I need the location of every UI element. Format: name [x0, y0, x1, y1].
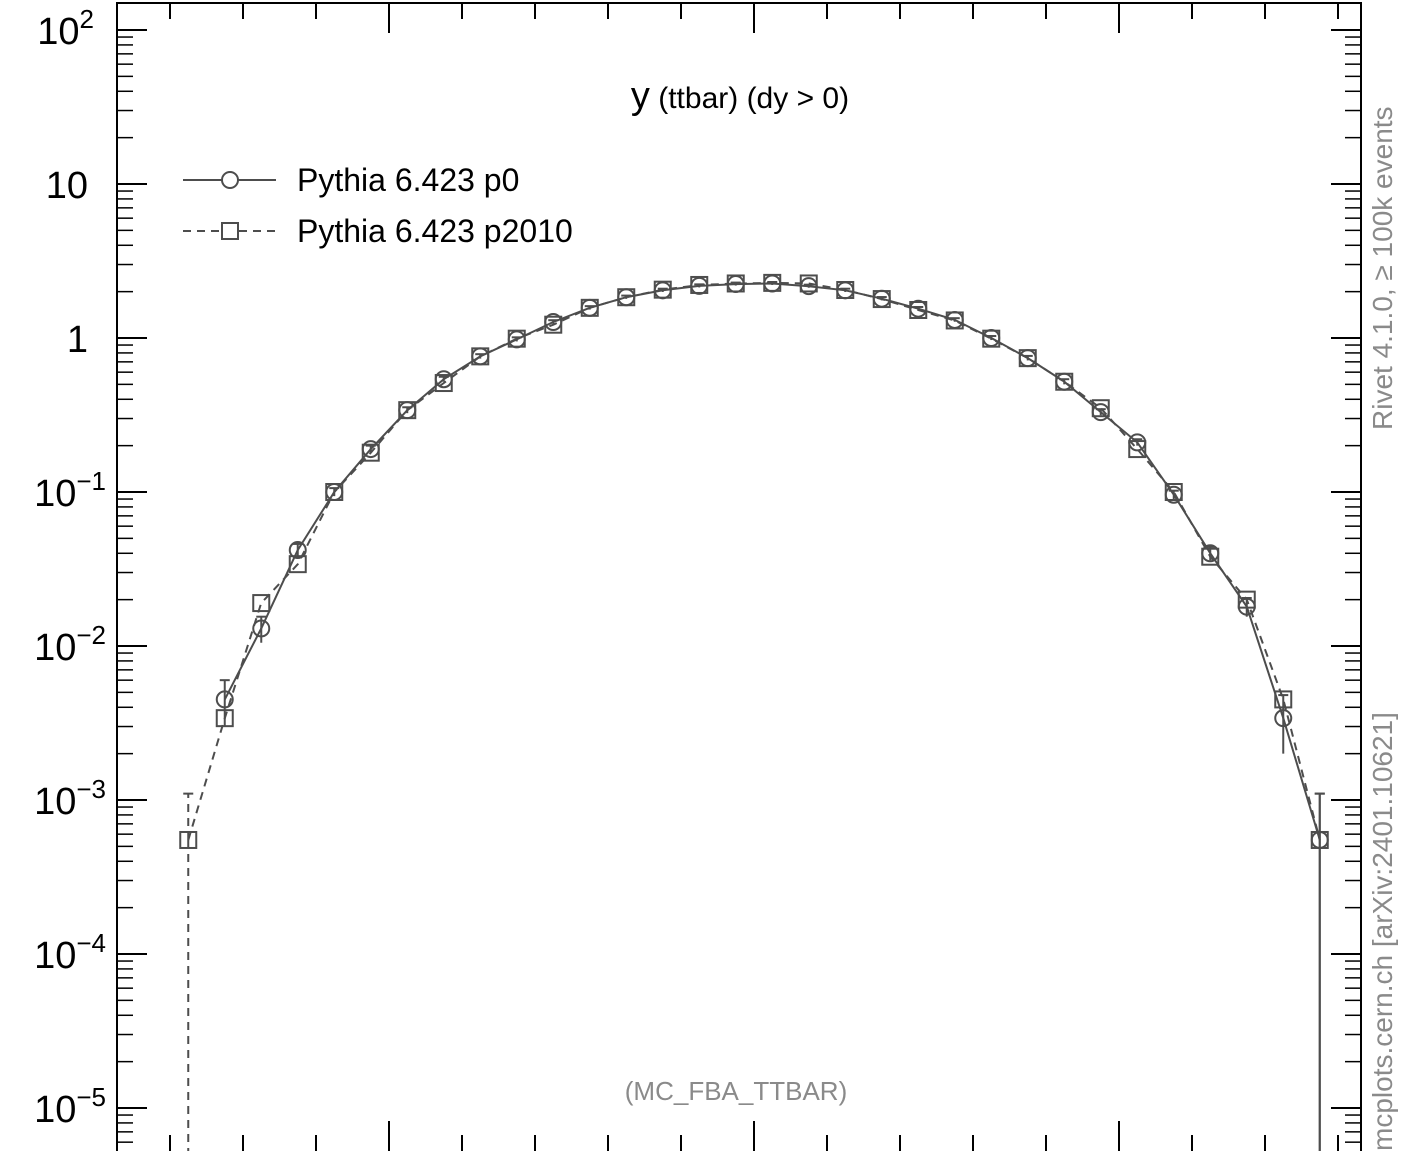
data-point-square: [617, 288, 636, 307]
data-point-square: [434, 374, 453, 393]
data-point-square: [653, 280, 672, 299]
data-point-circle: [1274, 709, 1293, 728]
data-point-square: [1018, 349, 1037, 368]
data-point-square: [288, 555, 307, 574]
axis-ticks: [117, 3, 1361, 1151]
data-point-circle: [288, 541, 307, 560]
y-tick-label: 10−5: [34, 1082, 106, 1131]
data-point-square: [252, 594, 271, 613]
data-point-square: [690, 275, 709, 294]
data-point-square: [726, 274, 745, 293]
y-tick-label: 102: [37, 4, 94, 53]
data-point-square: [361, 443, 380, 462]
data-point-square: [763, 273, 782, 292]
legend: Pythia 6.423 p0 Pythia 6.423 p2010: [183, 162, 573, 249]
data-point-square: [398, 401, 417, 420]
y-tick-label: 10−2: [34, 620, 106, 669]
rivet-version-label: Rivet 4.1.0, ≥ 100k events: [1367, 106, 1398, 430]
y-tick-label: 1: [67, 319, 88, 361]
data-point-square: [836, 280, 855, 299]
series-line-0: [223, 282, 1321, 841]
data-point-square: [909, 300, 928, 319]
analysis-annotation: (MC_FBA_TTBAR): [625, 1076, 847, 1106]
legend-label-p2010: Pythia 6.423 p2010: [297, 213, 573, 249]
data-point-square: [799, 274, 818, 293]
legend-label-p0: Pythia 6.423 p0: [297, 162, 519, 198]
data-point-square: [580, 298, 599, 317]
series-layer: [179, 273, 1329, 1151]
data-point-square: [982, 329, 1001, 348]
data-point-square: [1055, 372, 1074, 391]
series-line-1: [187, 281, 1321, 841]
y-tick-label: 10: [46, 165, 88, 207]
data-point-square: [1274, 690, 1293, 709]
data-point-square: [872, 290, 891, 309]
y-tick-label: 10−4: [34, 928, 106, 977]
data-point-square: [507, 329, 526, 348]
plot-frame: [116, 2, 1362, 1151]
data-point-square: [544, 315, 563, 334]
data-point-square: [325, 483, 344, 501]
y-tick-label: 10−1: [34, 466, 106, 515]
data-point-square: [1128, 440, 1147, 459]
data-point-circle: [215, 690, 234, 709]
data-point-square: [471, 347, 490, 366]
y-tick-labels: 102 10 1 10−1 10−2 10−3 10−4 10−5: [34, 4, 106, 1131]
y-tick-label: 10−3: [34, 774, 106, 823]
data-point-circle: [252, 619, 271, 638]
data-point-square: [1091, 399, 1110, 418]
legend-marker-square: [221, 222, 239, 240]
mcplots-label: mcplots.cern.ch [arXiv:2401.10621]: [1367, 712, 1398, 1151]
data-point-square: [1164, 483, 1183, 501]
data-point-square: [945, 311, 964, 330]
data-point-square: [215, 709, 234, 728]
data-point-square: [1237, 590, 1256, 609]
legend-marker-circle: [221, 171, 239, 189]
chart-title: y (ttbar) (dy > 0): [631, 75, 849, 117]
data-point-square: [1201, 547, 1220, 566]
